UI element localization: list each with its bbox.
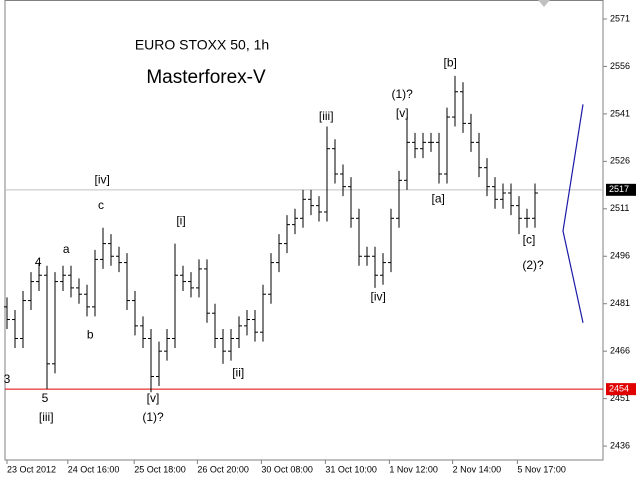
x-tick-label: 24 Oct 16:00: [68, 464, 120, 474]
price-label-box: [606, 183, 636, 196]
wave-label: [a]: [432, 191, 445, 205]
wave-label: (1)?: [392, 87, 414, 101]
y-tick-label: 2556: [610, 61, 630, 71]
wave-label: [v]: [396, 106, 409, 120]
y-tick-label: 2466: [610, 346, 630, 356]
wave-label: a: [63, 242, 70, 256]
x-tick-label: 5 Nov 17:00: [517, 464, 566, 474]
x-tick-label: 23 Oct 2012: [7, 464, 56, 474]
wave-label: b: [87, 328, 94, 342]
x-tick-label: 2 Nov 14:00: [453, 464, 502, 474]
wave-label: 5: [42, 391, 49, 405]
x-tick-label: 26 Oct 20:00: [197, 464, 249, 474]
wave-label: c: [98, 198, 104, 212]
wave-label: (2)?: [522, 258, 544, 272]
x-tick-label: 31 Oct 10:00: [325, 464, 377, 474]
wave-label: [i]: [176, 214, 185, 228]
x-tick-label: 25 Oct 18:00: [134, 464, 186, 474]
price-label: 2517: [609, 184, 629, 194]
wave-label: 3: [4, 372, 11, 386]
wave-label: 4: [35, 255, 42, 269]
wave-label: [b]: [444, 55, 457, 69]
projection-line: [562, 104, 584, 323]
wave-label: [iv]: [95, 173, 110, 187]
wave-label: (1)?: [142, 410, 164, 424]
wave-label: [iv]: [371, 290, 386, 304]
y-tick-label: 2496: [610, 251, 630, 261]
chart-subtitle: Masterforex-V: [146, 67, 266, 88]
y-tick-label: 2541: [610, 108, 630, 118]
price-label-box: [606, 383, 636, 396]
y-tick-label: 2511: [610, 203, 629, 213]
x-tick-label: 1 Nov 12:00: [389, 464, 438, 474]
wave-label: [ii]: [232, 365, 244, 379]
y-tick-label: 2451: [610, 393, 630, 403]
wave-label: [c]: [523, 233, 536, 247]
wave-label: [v]: [147, 391, 160, 405]
y-tick-label: 2436: [610, 440, 630, 450]
x-tick-label: 30 Oct 08:00: [261, 464, 313, 474]
y-tick-label: 2526: [610, 156, 630, 166]
y-tick-label: 2571: [610, 13, 630, 23]
wave-label: [iii]: [39, 410, 54, 424]
chart-title: EURO STOXX 50, 1h: [135, 37, 269, 53]
plot-frame: [4, 0, 604, 461]
shift-marker: [538, 0, 550, 7]
y-tick-label: 2481: [610, 298, 630, 308]
wave-label: [iii]: [319, 109, 334, 123]
price-label: 2454: [609, 384, 629, 394]
